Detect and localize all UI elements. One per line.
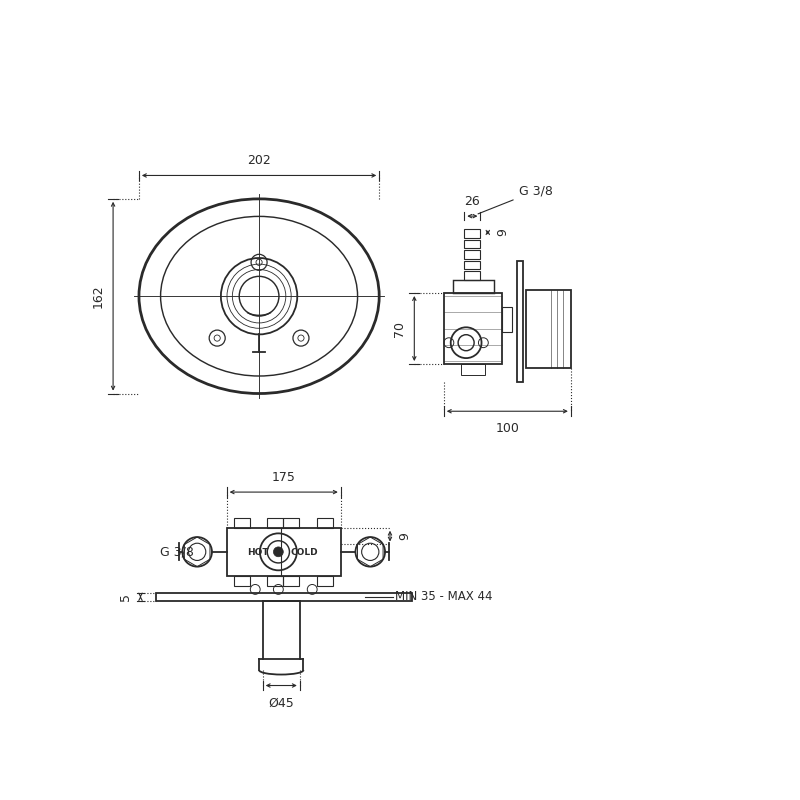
Text: 5: 5 <box>119 593 133 601</box>
Text: 26: 26 <box>465 195 480 208</box>
Bar <box>502 307 512 332</box>
Text: 202: 202 <box>247 154 271 167</box>
Text: G 3/8: G 3/8 <box>478 185 553 214</box>
Bar <box>526 290 570 367</box>
Bar <box>464 261 480 269</box>
Bar <box>318 576 334 586</box>
Bar <box>444 293 502 364</box>
Text: 100: 100 <box>495 422 519 435</box>
Bar <box>464 230 480 238</box>
Bar <box>234 576 250 586</box>
Bar <box>226 528 341 576</box>
Text: COLD: COLD <box>290 548 318 558</box>
Text: MIN 35 - MAX 44: MIN 35 - MAX 44 <box>395 590 493 603</box>
Text: 9: 9 <box>398 532 411 540</box>
Bar <box>517 262 522 382</box>
Text: 70: 70 <box>394 321 406 337</box>
Bar <box>156 593 411 601</box>
Bar <box>282 518 298 528</box>
Bar <box>464 240 480 248</box>
Bar <box>266 576 282 586</box>
Text: 175: 175 <box>272 471 296 484</box>
Bar <box>318 518 334 528</box>
Circle shape <box>274 547 283 557</box>
Text: HOT: HOT <box>246 548 268 558</box>
Text: G 3/8: G 3/8 <box>160 546 194 558</box>
Bar <box>462 364 485 375</box>
Text: 9: 9 <box>496 229 509 236</box>
Bar <box>453 279 494 293</box>
Text: Ø45: Ø45 <box>268 697 294 710</box>
Bar <box>464 250 480 258</box>
Bar <box>234 518 250 528</box>
Bar <box>464 271 480 279</box>
Bar <box>266 518 282 528</box>
Bar <box>282 576 298 586</box>
Text: 162: 162 <box>92 284 105 308</box>
